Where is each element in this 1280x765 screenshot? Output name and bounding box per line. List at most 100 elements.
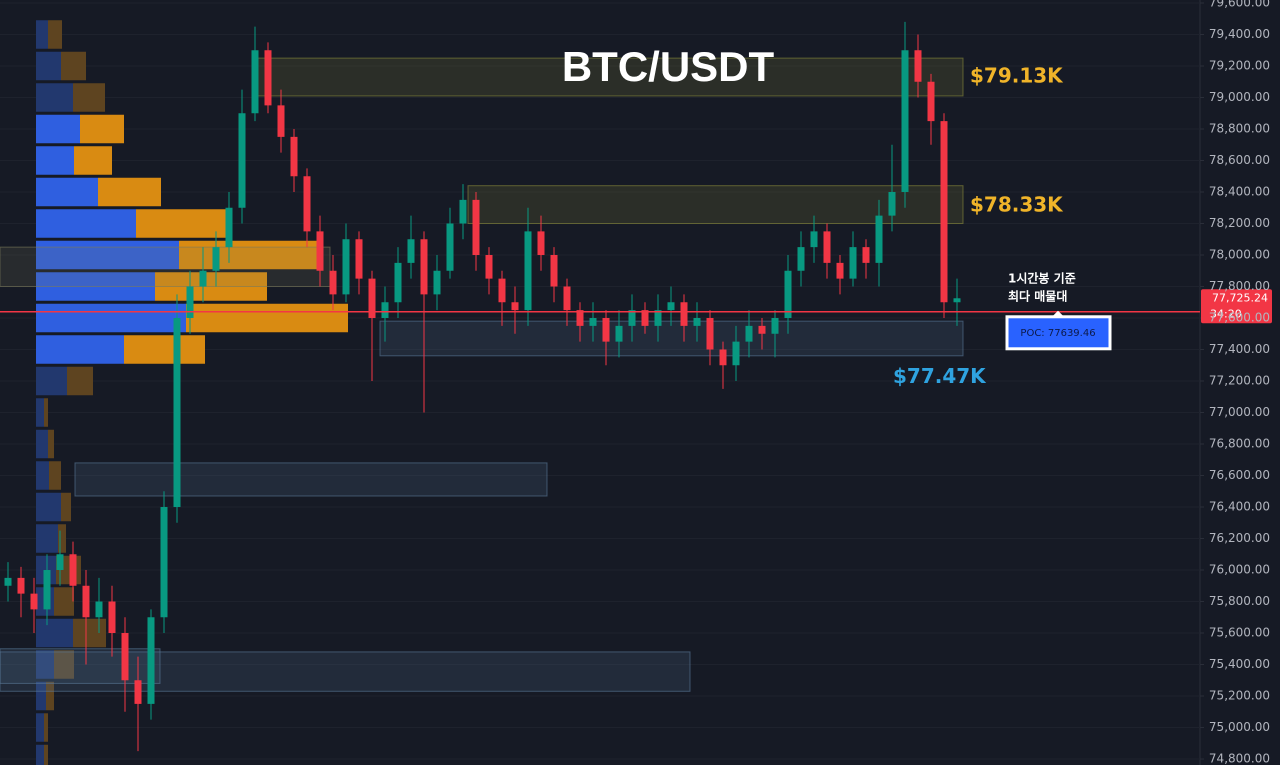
- profile-up-bar: [36, 146, 74, 175]
- profile-down-bar: [44, 744, 48, 765]
- profile-down-bar: [73, 618, 106, 648]
- profile-up-bar: [36, 83, 73, 112]
- profile-up-bar: [36, 713, 44, 742]
- profile-down-bar: [73, 83, 105, 112]
- y-tick-label: 77,600.00: [1209, 311, 1270, 325]
- poc-box: [1005, 315, 1112, 351]
- profile-up-bar: [36, 240, 179, 270]
- price-label-box: [1201, 289, 1272, 324]
- candle-body: [342, 239, 350, 295]
- profile-down-bar: [98, 177, 161, 207]
- profile-down-bar: [49, 461, 61, 490]
- candle-body: [719, 349, 727, 366]
- candle-body: [173, 318, 181, 508]
- candle-body: [17, 577, 25, 594]
- candle-body: [641, 310, 649, 326]
- y-tick-label: 76,000.00: [1209, 563, 1270, 577]
- candle-body: [563, 286, 571, 311]
- profile-down-bar: [67, 366, 93, 396]
- y-tick-label: 79,600.00: [1209, 0, 1270, 9]
- candle-body: [43, 570, 51, 610]
- zones: [0, 57, 964, 692]
- y-tick-label: 76,600.00: [1209, 468, 1270, 482]
- y-tick-label: 76,200.00: [1209, 531, 1270, 545]
- candle-body: [407, 239, 415, 263]
- candle-body: [576, 310, 584, 326]
- candle-body: [784, 270, 792, 319]
- profile-up-bar: [36, 209, 136, 238]
- y-tick-label: 75,800.00: [1209, 594, 1270, 608]
- candle-body: [953, 298, 961, 303]
- candle-body: [277, 105, 285, 137]
- profile-up-bar: [36, 51, 61, 81]
- candle-body: [69, 554, 77, 586]
- chart-title: BTC/USDT: [562, 43, 775, 90]
- candle-body: [225, 207, 233, 248]
- profile-down-bar: [74, 146, 112, 175]
- profile-down-bar: [44, 713, 48, 742]
- price-zone: [254, 57, 964, 97]
- level-label: $79.13K: [970, 64, 1064, 88]
- profile-up-bar: [36, 114, 80, 144]
- candle-body: [446, 223, 454, 271]
- candle-body: [108, 601, 116, 634]
- overlays: $79.13K $78.33K $77.47K POC: 77639.46 1시간봉 기…: [0, 64, 1272, 388]
- y-tick-label: 75,000.00: [1209, 720, 1270, 734]
- candle-body: [4, 577, 12, 586]
- candle-body: [667, 302, 675, 311]
- candle-body: [472, 199, 480, 255]
- profile-up-bar: [36, 524, 58, 553]
- y-tick-label: 78,400.00: [1209, 184, 1270, 198]
- candle-body: [797, 247, 805, 271]
- y-tick-label: 77,000.00: [1209, 405, 1270, 419]
- profile-down-bar: [186, 303, 348, 333]
- price-zone: [0, 651, 691, 692]
- profile-down-bar: [124, 335, 205, 364]
- profile-down-bar: [54, 587, 74, 616]
- candle-body: [537, 231, 545, 255]
- price-zone: [0, 648, 161, 684]
- candle-body: [485, 255, 493, 279]
- candle-body: [524, 231, 532, 311]
- profile-down-bar: [61, 51, 86, 81]
- candle-body: [810, 231, 818, 248]
- candle-body: [264, 50, 272, 106]
- candle-body: [888, 191, 896, 216]
- candle-body: [394, 262, 402, 303]
- candle-body: [316, 231, 324, 271]
- candle-body: [329, 270, 337, 295]
- candle-body: [615, 325, 623, 342]
- profile-up-bar: [36, 650, 54, 679]
- profile-up-bar: [36, 20, 48, 49]
- profile-up-bar: [36, 461, 49, 490]
- price-zone: [0, 246, 331, 288]
- candle-body: [355, 239, 363, 279]
- y-tick-label: 76,400.00: [1209, 500, 1270, 514]
- grid: [0, 2, 1204, 760]
- profile-up-bar: [36, 303, 186, 333]
- profile-down-bar: [48, 429, 54, 459]
- candle-body: [160, 507, 168, 618]
- annotation: 1시간봉 기준: [1008, 271, 1076, 286]
- y-tick-label: 78,000.00: [1209, 248, 1270, 262]
- profile-up-bar: [36, 335, 124, 364]
- profile-down-bar: [58, 524, 66, 553]
- y-tick-label: 79,200.00: [1209, 58, 1270, 72]
- candle-body: [381, 302, 389, 319]
- candle-body: [693, 318, 701, 326]
- candle-body: [836, 262, 844, 279]
- candle-body: [732, 341, 740, 366]
- candle-body: [940, 121, 948, 303]
- candle-body: [927, 81, 935, 122]
- candle-body: [303, 176, 311, 232]
- profile-down-bar: [61, 492, 71, 522]
- countdown-label: 34:20: [1210, 307, 1242, 320]
- y-tick-label: 77,200.00: [1209, 374, 1270, 388]
- profile-up-bar: [36, 429, 48, 459]
- candles: [4, 21, 961, 752]
- profile-up-bar: [36, 681, 46, 711]
- candle-body: [628, 310, 636, 326]
